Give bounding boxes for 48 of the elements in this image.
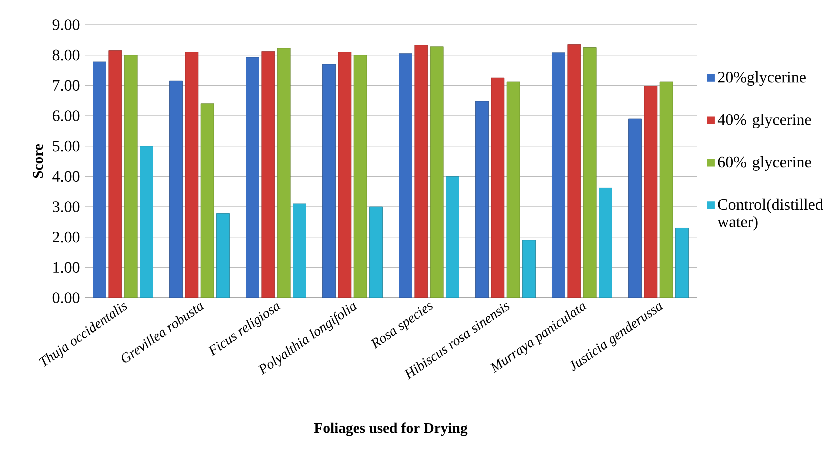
bar (491, 78, 505, 298)
bar (599, 188, 612, 298)
bar (399, 54, 412, 298)
bar (262, 52, 276, 298)
bar (370, 206, 383, 298)
x-axis-title: Foliages used for Drying (314, 422, 468, 436)
y-tick-label: 7.00 (53, 80, 80, 92)
bar (322, 64, 336, 298)
bar (170, 80, 183, 298)
bar (552, 52, 566, 298)
legend-label: Control(distilled water) (718, 198, 824, 231)
bar (108, 50, 122, 298)
bar (430, 46, 444, 298)
bar (338, 52, 352, 298)
y-tick-label: 9.00 (52, 20, 80, 30)
bar (628, 118, 642, 298)
bar (277, 48, 291, 298)
bar (676, 228, 689, 298)
y-tick-label: 2.00 (53, 232, 80, 243)
bar (124, 55, 138, 298)
bar (216, 213, 230, 298)
bar (93, 62, 106, 298)
bar (200, 104, 214, 298)
y-tick-label: 3.00 (53, 202, 80, 212)
bar (446, 176, 460, 298)
bar (354, 55, 368, 298)
bar (660, 82, 674, 298)
y-axis-title: Score (33, 144, 44, 178)
bar (414, 45, 428, 298)
bar (644, 86, 658, 298)
bar (293, 204, 306, 298)
bar (140, 146, 154, 298)
bar (568, 44, 582, 298)
legend-label: 40% glycerine (718, 114, 812, 129)
bar (476, 101, 489, 298)
bar (506, 82, 520, 298)
y-tick-label: 6.00 (52, 110, 80, 122)
y-tick-label: 8.00 (52, 50, 80, 61)
y-tick-label: 4.00 (52, 171, 80, 182)
bar (522, 240, 536, 298)
bar (185, 52, 199, 298)
legend-label: 60% glycerine (718, 156, 812, 171)
bar (246, 57, 260, 298)
bar (583, 48, 597, 298)
y-tick-label: 0.00 (52, 292, 80, 304)
y-tick-label: 5.00 (53, 140, 80, 152)
y-tick-label: 1.00 (54, 262, 80, 274)
legend-label: 20%glycerine (718, 72, 806, 86)
